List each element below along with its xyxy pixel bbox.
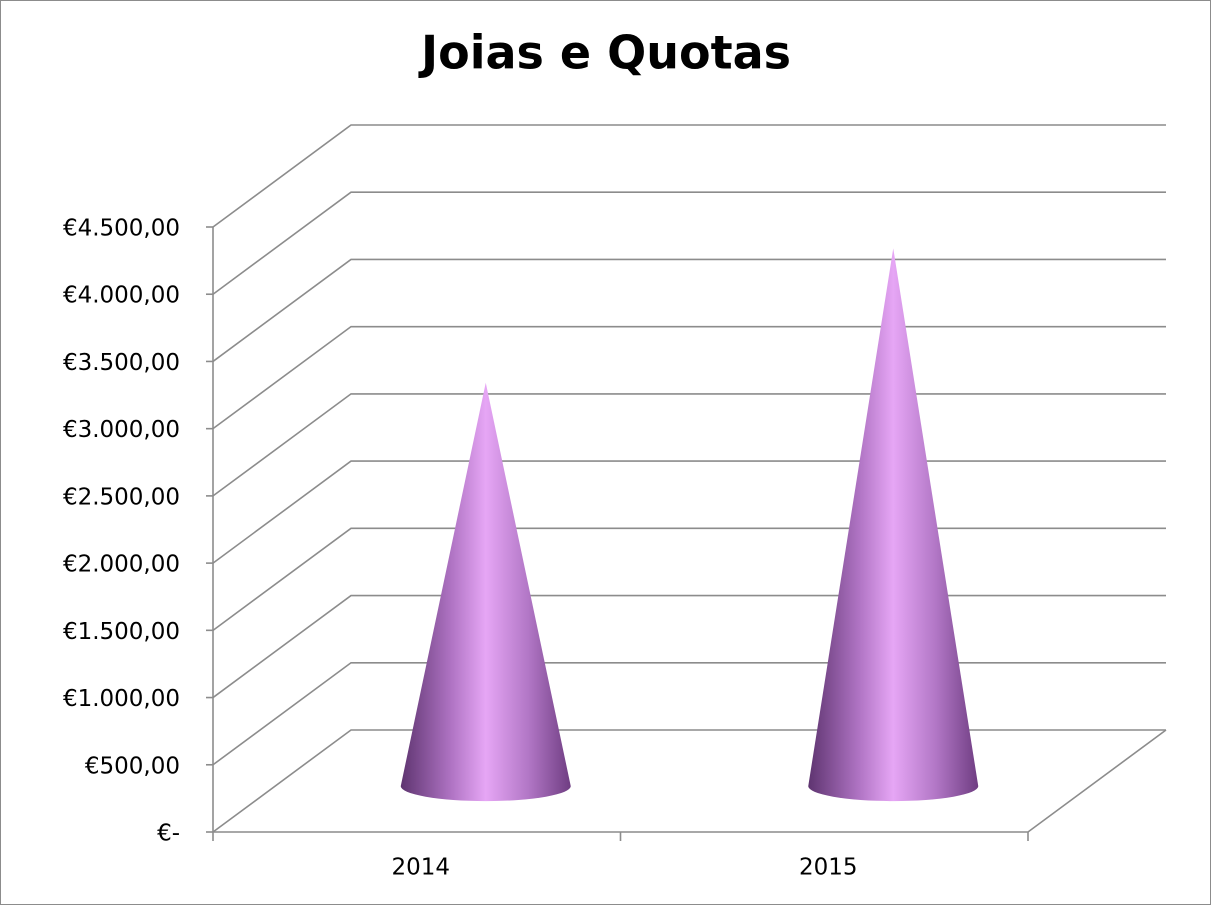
- y-tick-label: €3.000,00: [63, 417, 180, 443]
- grid-line: [212, 124, 1166, 228]
- chart-title: Joias e Quotas: [418, 26, 791, 80]
- y-tick-label: €4.000,00: [63, 283, 180, 309]
- cone: [808, 248, 979, 802]
- y-tick-label: €2.000,00: [63, 552, 180, 578]
- y-tick-label: €-: [157, 821, 180, 847]
- y-tick-label: €4.500,00: [63, 216, 180, 242]
- y-tick-label: €1.500,00: [63, 619, 180, 645]
- x-tick-label: 2015: [799, 855, 858, 881]
- x-tick-label: 2014: [391, 855, 450, 881]
- y-tick-label: €2.500,00: [63, 484, 180, 510]
- cone: [400, 382, 571, 802]
- y-tick-label: €1.000,00: [63, 686, 180, 712]
- y-tick-label: €500,00: [85, 753, 180, 779]
- grid-line: [212, 191, 1166, 295]
- y-tick-label: €3.500,00: [63, 350, 180, 376]
